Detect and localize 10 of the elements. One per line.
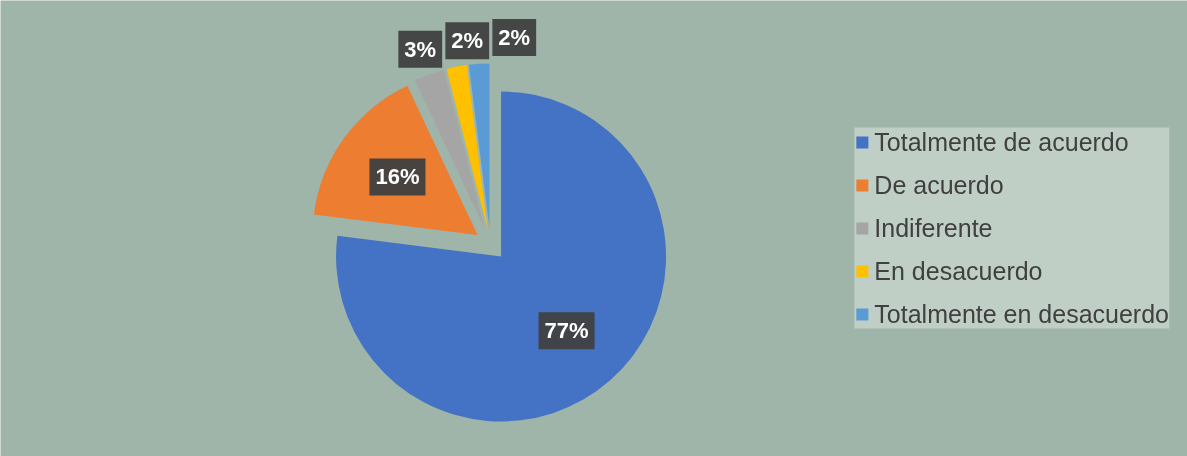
legend-label: Totalmente en desacuerdo	[874, 299, 1169, 329]
data-label: 2%	[451, 28, 484, 54]
data-label: 16%	[375, 164, 420, 190]
legend-label: Totalmente de acuerdo	[874, 127, 1129, 157]
data-label: 2%	[498, 25, 531, 51]
legend-label: En desacuerdo	[874, 256, 1043, 286]
legend-label: De acuerdo	[874, 170, 1004, 200]
data-label: 3%	[404, 36, 437, 62]
legend-label: Indiferente	[874, 213, 993, 243]
data-label: 77%	[544, 318, 589, 344]
